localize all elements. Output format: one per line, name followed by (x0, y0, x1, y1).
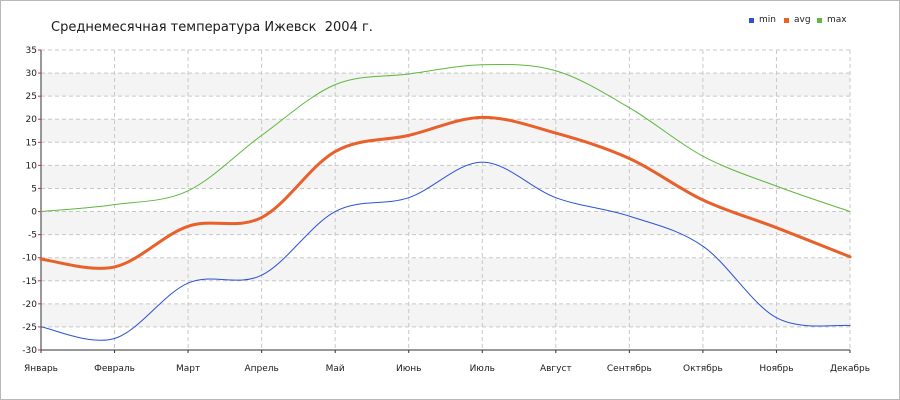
x-tick-label: Февраль (94, 364, 135, 374)
legend-label-min: min (759, 15, 776, 25)
x-tick-label: Август (540, 364, 572, 374)
y-tick-label: 5 (31, 184, 37, 194)
x-tick-label: Декабрь (830, 364, 870, 374)
grid-band (41, 257, 850, 281)
x-tick-label: Апрель (244, 364, 278, 374)
x-tick-label: Май (326, 364, 345, 374)
y-tick-label: 35 (26, 46, 37, 56)
grid-band (41, 303, 850, 327)
legend-label-max: max (827, 15, 847, 25)
y-tick-label: -30 (22, 346, 37, 356)
legend-swatch-max (817, 17, 822, 23)
series-line-max (40, 63, 851, 213)
y-tick-label: -15 (22, 277, 37, 287)
series-line-min (40, 161, 851, 341)
legend-item-avg: avg (784, 15, 811, 25)
legend-swatch-avg (784, 17, 789, 23)
legend-item-max: max (817, 15, 847, 25)
chart-title: Среднемесячная температура Ижевск 2004 г… (51, 20, 373, 35)
x-tick-label: Октябрь (683, 364, 723, 374)
y-tick-label: 10 (26, 161, 38, 171)
x-tick-label: Июль (470, 364, 495, 374)
x-tick-label: Сентябрь (607, 364, 652, 374)
y-tick-label: -5 (28, 231, 37, 241)
grid-band (41, 73, 850, 97)
grid-band (41, 211, 850, 235)
y-tick-label: 15 (26, 138, 37, 148)
y-tick-label: -20 (22, 300, 37, 310)
y-tick-label: 25 (26, 92, 37, 102)
legend-swatch-min (749, 17, 754, 23)
y-tick-label: 0 (31, 208, 37, 218)
grid-band (41, 119, 850, 143)
x-tick-label: Январь (24, 364, 58, 374)
legend-label-avg: avg (794, 15, 811, 25)
series-line-avg (39, 115, 852, 270)
y-tick-label: 30 (26, 69, 38, 79)
x-tick-label: Июнь (396, 364, 422, 374)
legend-item-min: min (749, 15, 776, 25)
y-tick-label: -25 (22, 323, 37, 333)
x-tick-label: Ноябрь (759, 364, 793, 374)
y-tick-label: -10 (22, 254, 37, 264)
x-tick-label: Март (176, 364, 200, 374)
y-tick-label: 20 (26, 115, 38, 125)
